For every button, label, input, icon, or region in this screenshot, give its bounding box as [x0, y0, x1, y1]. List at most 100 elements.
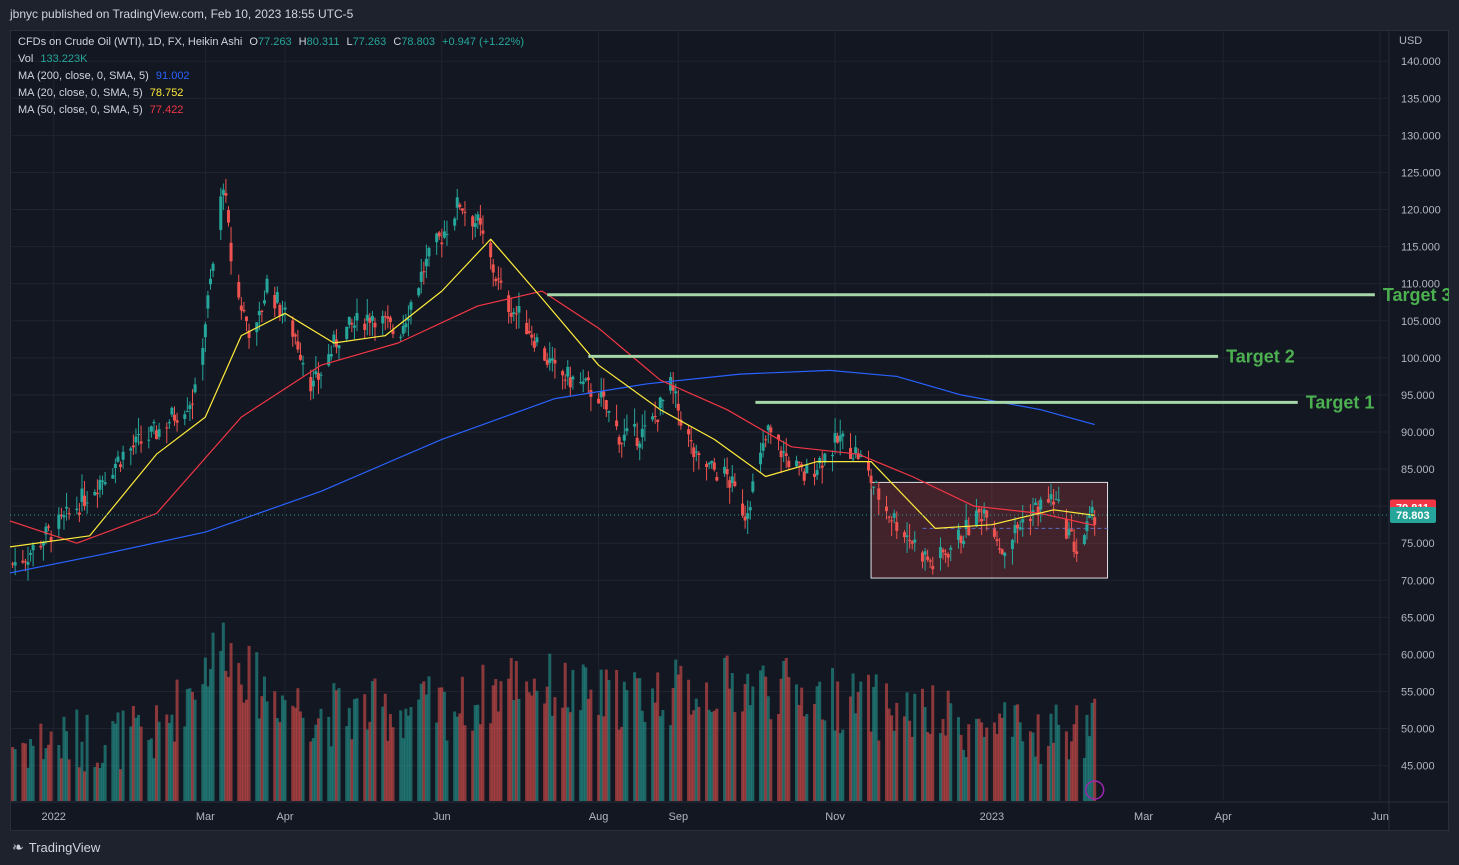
- volume-bar: [905, 692, 909, 801]
- candle-body: [992, 528, 996, 537]
- volume-bar: [167, 722, 171, 801]
- volume-bar: [651, 688, 655, 801]
- candle-body: [956, 529, 960, 541]
- legend-symbol[interactable]: CFDs on Crude Oil (WTI), 1D, FX, Heikin …: [18, 36, 243, 48]
- volume-bar: [381, 706, 385, 801]
- candle-body: [190, 403, 194, 405]
- candle-body: [193, 384, 197, 393]
- candle-body: [730, 476, 734, 484]
- volume-bar: [1028, 731, 1032, 801]
- footer-brand[interactable]: TradingView: [28, 840, 101, 855]
- volume-bar: [856, 692, 860, 801]
- candle-body: [98, 480, 102, 490]
- volume-bar: [679, 665, 683, 801]
- legend-vol-row[interactable]: Vol 133.223K: [18, 51, 528, 68]
- candle-body: [705, 463, 709, 467]
- volume-bar: [355, 698, 359, 801]
- volume-bar: [800, 687, 804, 801]
- legend-c-label: C: [393, 36, 402, 48]
- lightning-icon: [1084, 780, 1105, 800]
- volume-bar: [813, 703, 817, 801]
- volume-bar: [525, 681, 529, 801]
- volume-bar: [705, 682, 709, 801]
- candle-body: [625, 428, 629, 432]
- legend-vol-label: Vol: [18, 53, 34, 65]
- candle-body: [262, 300, 266, 304]
- legend-ma20-label: MA (20, close, 0, SMA, 5): [18, 87, 143, 99]
- volume-bar: [766, 696, 770, 801]
- volume-bar: [478, 724, 482, 801]
- volume-bar: [710, 711, 714, 801]
- volume-bar: [1064, 731, 1068, 801]
- volume-bar: [1085, 714, 1089, 801]
- candle-body: [442, 231, 446, 238]
- volume-bar: [262, 676, 266, 801]
- candle-body: [964, 519, 968, 530]
- candle-body: [661, 399, 665, 402]
- candle-body: [959, 536, 963, 544]
- candle-body: [95, 492, 99, 495]
- volume-bar: [139, 726, 143, 801]
- volume-bar: [190, 691, 194, 801]
- candle-body: [910, 541, 914, 544]
- volume-bar: [188, 688, 192, 801]
- volume-bar: [823, 720, 827, 801]
- volume-bar: [561, 707, 565, 801]
- x-tick-label: Apr: [276, 811, 293, 823]
- volume-bar: [244, 699, 248, 801]
- price-chart[interactable]: Target 1 Target 2 Target 3 USD 140.000 135.00…: [10, 30, 1449, 831]
- legend-ma50-value: 77.422: [149, 104, 184, 116]
- candle-body: [751, 481, 755, 492]
- candle-body: [694, 451, 698, 453]
- legend-ma50-row[interactable]: MA (50, close, 0, SMA, 5) 77.422: [18, 102, 528, 119]
- volume-bar: [643, 721, 647, 801]
- candle-body: [759, 452, 763, 465]
- volume-bar: [226, 676, 230, 801]
- volume-bar: [419, 683, 423, 801]
- y-tick-label: 75.000: [1401, 538, 1435, 550]
- candle-body: [75, 508, 79, 511]
- volume-bar: [877, 740, 881, 801]
- top-bar: jbnyc published on TradingView.com, Feb …: [0, 0, 1459, 30]
- volume-bar: [974, 718, 978, 801]
- candle-body: [854, 447, 858, 454]
- volume-bar: [1088, 736, 1092, 801]
- chart-legend: CFDs on Crude Oil (WTI), 1D, FX, Heikin …: [18, 34, 528, 119]
- volume-bar: [795, 684, 799, 801]
- volume-bar: [805, 714, 809, 801]
- volume-bar: [579, 710, 583, 801]
- target-label-1: Target 1: [1306, 392, 1375, 412]
- volume-bar: [239, 684, 243, 801]
- candle-body: [527, 330, 531, 334]
- candle-body: [319, 374, 323, 376]
- legend-ma200-row[interactable]: MA (200, close, 0, SMA, 5) 91.002: [18, 68, 528, 85]
- volume-bar: [980, 722, 984, 801]
- candle-body: [946, 554, 950, 558]
- volume-bar: [854, 713, 858, 801]
- volume-bar: [149, 738, 153, 801]
- volume-bar: [291, 705, 295, 801]
- tradingview-logo-icon: ❧: [12, 839, 24, 855]
- volume-bar: [892, 730, 896, 801]
- legend-ma200-label: MA (200, close, 0, SMA, 5): [18, 70, 149, 82]
- volume-bar: [586, 698, 590, 801]
- candle-body: [1064, 518, 1068, 539]
- volume-bar: [80, 741, 84, 801]
- legend-o-value: 77.263: [257, 36, 292, 48]
- candle-body: [226, 210, 230, 223]
- volume-bar: [57, 745, 61, 801]
- candle-body: [188, 405, 192, 410]
- volume-bar: [890, 715, 894, 801]
- volume-bar: [21, 742, 25, 801]
- candle-body: [119, 464, 123, 467]
- volume-bar: [884, 683, 888, 801]
- candle-body: [697, 453, 701, 456]
- volume-bar: [920, 688, 924, 801]
- candle-body: [39, 545, 43, 548]
- legend-ma20-row[interactable]: MA (20, close, 0, SMA, 5) 78.752: [18, 85, 528, 102]
- candle-body: [242, 309, 246, 312]
- volume-bar: [769, 719, 773, 801]
- candle-body: [671, 385, 675, 391]
- candle-body: [802, 471, 806, 481]
- candle-body: [831, 454, 835, 457]
